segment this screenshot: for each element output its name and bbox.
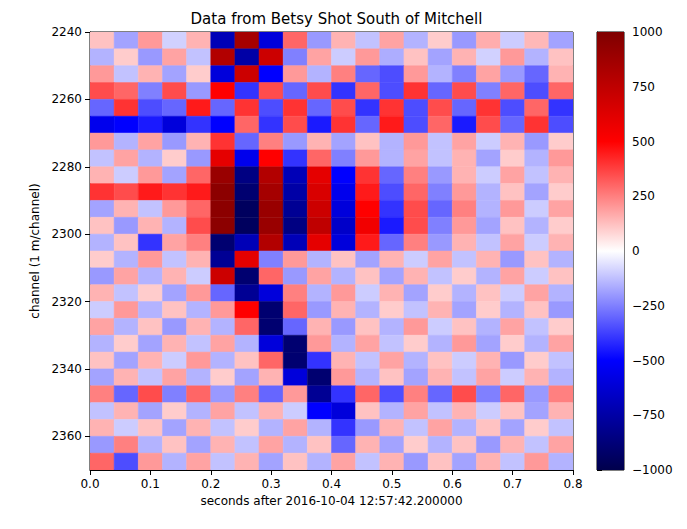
svg-text:0.3: 0.3: [262, 477, 281, 491]
svg-text:−750: −750: [632, 408, 665, 422]
svg-text:0.1: 0.1: [141, 477, 160, 491]
svg-text:0: 0: [632, 244, 640, 258]
svg-text:channel (1 m/channel): channel (1 m/channel): [28, 183, 42, 318]
svg-text:seconds after 2016-10-04 12:57: seconds after 2016-10-04 12:57:42.200000: [200, 494, 462, 508]
svg-text:2360: 2360: [51, 429, 82, 443]
svg-text:−250: −250: [632, 299, 665, 313]
svg-text:2300: 2300: [51, 227, 82, 241]
svg-text:2240: 2240: [51, 25, 82, 39]
svg-text:0.4: 0.4: [322, 477, 341, 491]
svg-text:0.0: 0.0: [80, 477, 99, 491]
svg-text:2340: 2340: [51, 362, 82, 376]
svg-text:0.6: 0.6: [443, 477, 462, 491]
svg-text:−500: −500: [632, 354, 665, 368]
svg-text:2320: 2320: [51, 295, 82, 309]
svg-text:1000: 1000: [632, 25, 663, 39]
svg-text:0.2: 0.2: [201, 477, 220, 491]
svg-text:0.5: 0.5: [382, 477, 401, 491]
svg-text:2280: 2280: [51, 160, 82, 174]
svg-text:Data from Betsy Shot South of: Data from Betsy Shot South of Mitchell: [191, 10, 483, 28]
svg-text:250: 250: [632, 189, 655, 203]
svg-text:0.7: 0.7: [503, 477, 522, 491]
svg-text:−1000: −1000: [632, 463, 673, 477]
svg-text:2260: 2260: [51, 92, 82, 106]
svg-text:500: 500: [632, 135, 655, 149]
svg-text:750: 750: [632, 80, 655, 94]
svg-text:0.8: 0.8: [563, 477, 582, 491]
